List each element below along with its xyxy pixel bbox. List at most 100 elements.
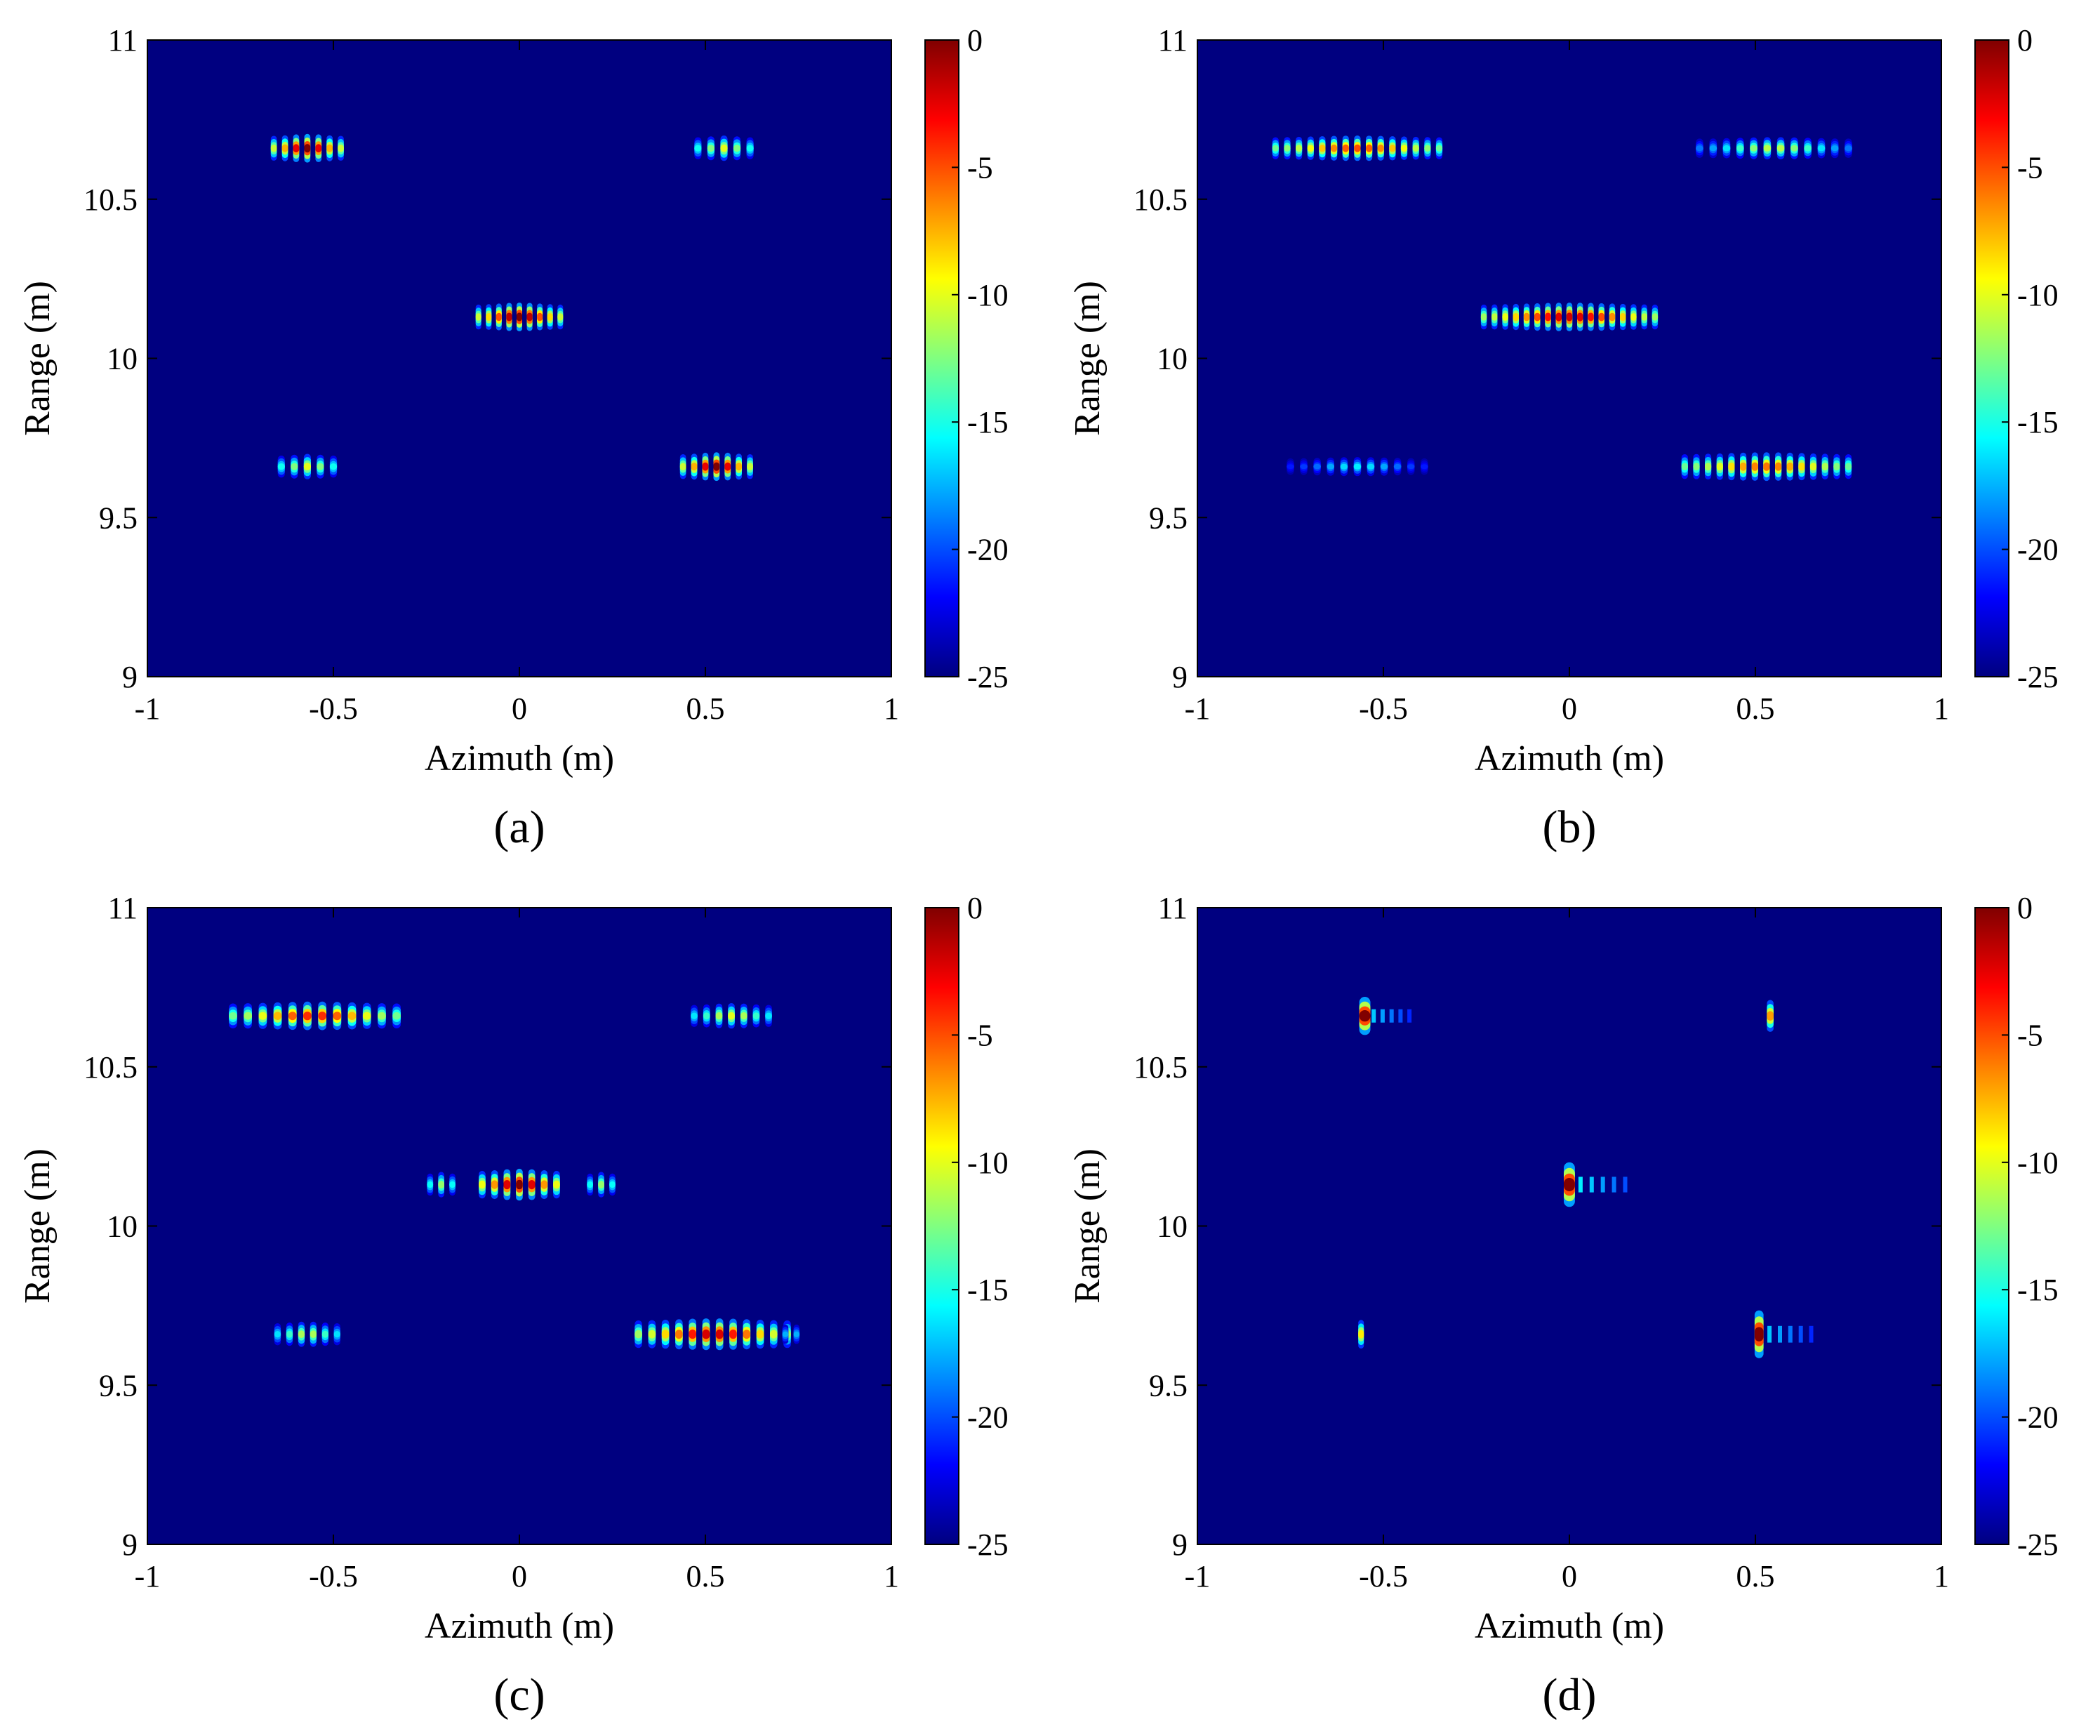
- y-tick-label: 11: [108, 23, 138, 58]
- target-response: [691, 1003, 772, 1029]
- heatmap-cell: [1545, 312, 1551, 322]
- x-tick-label: 0: [512, 1559, 527, 1593]
- heatmap-cell: [1830, 145, 1839, 152]
- heatmap-cell: [1342, 144, 1349, 152]
- target-response: [1358, 1320, 1364, 1349]
- heatmap-cell: [1775, 462, 1782, 471]
- colorbar-tick-label: -20: [2017, 533, 2059, 567]
- heatmap-cell: [1798, 1325, 1803, 1343]
- heatmap-cell: [516, 1179, 523, 1190]
- heatmap-cell: [333, 1331, 340, 1338]
- heatmap-cell: [1327, 463, 1334, 470]
- heatmap-cell: [281, 144, 288, 152]
- heatmap-cell: [1435, 145, 1443, 152]
- y-tick-label: 10.5: [1134, 183, 1188, 217]
- target-response: [1287, 457, 1428, 477]
- heatmap-cell: [1728, 462, 1735, 471]
- heatmap-cell: [1696, 145, 1703, 152]
- heatmap-cell: [304, 144, 311, 153]
- heatmap-cell: [333, 1012, 342, 1021]
- colorbar-tick-label: -25: [2017, 660, 2059, 694]
- heatmap-cell: [756, 1330, 764, 1339]
- heatmap-cell: [321, 1330, 328, 1338]
- x-tick-label: 0: [512, 691, 527, 726]
- heatmap-cell: [449, 1181, 456, 1188]
- y-axis-label: Range (m): [1068, 281, 1108, 436]
- heatmap-cell: [782, 1331, 789, 1337]
- heatmap-cell: [392, 1012, 401, 1020]
- x-tick-label: -1: [135, 1559, 161, 1593]
- heatmap-cell: [747, 463, 753, 470]
- heatmap-cell: [1845, 145, 1852, 152]
- heatmap-cell: [537, 312, 543, 322]
- heatmap-cell: [491, 1180, 498, 1189]
- x-tick-label: 0: [1562, 691, 1577, 726]
- heatmap-cell: [1407, 464, 1415, 470]
- heatmap-cell: [270, 144, 277, 152]
- heatmap-cell: [1652, 313, 1659, 321]
- y-tick-label: 10: [1157, 342, 1188, 376]
- heatmap-cell: [587, 1181, 593, 1188]
- heatmap-cell: [540, 1180, 548, 1189]
- heatmap-cell: [1588, 312, 1594, 322]
- heatmap-cell: [752, 1012, 760, 1020]
- heatmap-cell: [286, 1330, 293, 1338]
- heatmap-cell: [1598, 312, 1604, 322]
- heatmap-cell: [517, 312, 522, 322]
- plot-area: [147, 40, 891, 677]
- heatmap-cell: [702, 1329, 710, 1339]
- panel-label: (a): [493, 802, 545, 853]
- y-tick-label: 10: [107, 1210, 138, 1244]
- heatmap-cell: [326, 144, 333, 152]
- colorbar-tick-label: -10: [967, 1146, 1009, 1180]
- heatmap-cell: [291, 463, 298, 470]
- heatmap-cell: [1833, 463, 1840, 471]
- heatmap-cell: [770, 1330, 778, 1339]
- colorbar-tick-label: -15: [967, 1273, 1009, 1307]
- target-response: [1767, 1000, 1774, 1032]
- heatmap-cell: [1736, 145, 1744, 152]
- heatmap-cell: [347, 1012, 357, 1020]
- heatmap-cell: [318, 1012, 326, 1021]
- heatmap-cell: [317, 463, 324, 470]
- target-response: [479, 1168, 560, 1201]
- heatmap-cell: [1716, 463, 1723, 471]
- heatmap-cell: [743, 1330, 751, 1339]
- heatmap-cell: [707, 145, 715, 152]
- heatmap-cell: [1424, 145, 1431, 152]
- heatmap-cell: [691, 1012, 698, 1019]
- heatmap-cell: [1272, 145, 1279, 152]
- y-tick-label: 10.5: [84, 183, 138, 217]
- heatmap-cell: [1393, 463, 1402, 470]
- heatmap-cell: [1389, 145, 1396, 152]
- x-tick-label: 0: [1562, 1559, 1577, 1593]
- heatmap-cell: [740, 1012, 747, 1020]
- heatmap-cell: [303, 1012, 312, 1021]
- heatmap-cell: [486, 313, 492, 321]
- heatmap-cell: [1763, 145, 1772, 152]
- heatmap-cell: [1623, 1177, 1628, 1193]
- heatmap-cell: [1491, 313, 1498, 321]
- heatmap-cell: [479, 1180, 486, 1189]
- heatmap-cell: [229, 1012, 237, 1020]
- heatmap-cell: [338, 144, 344, 152]
- heatmap-cell: [1776, 145, 1785, 152]
- x-tick-label: -0.5: [309, 691, 358, 726]
- y-tick-label: 9: [1172, 660, 1188, 694]
- target-response: [274, 1321, 340, 1347]
- target-response: [277, 453, 338, 479]
- colorbar-tick-label: -15: [2017, 1273, 2059, 1307]
- heatmap-cell: [329, 463, 338, 470]
- heatmap-cell: [1821, 463, 1828, 471]
- colorbar-tick-label: -20: [967, 533, 1009, 567]
- colorbar-tick-label: -15: [967, 405, 1009, 439]
- y-tick-label: 11: [108, 891, 138, 925]
- x-tick-label: 0.5: [1736, 691, 1775, 726]
- heatmap-cell: [1300, 464, 1308, 470]
- heatmap-cell: [703, 1012, 710, 1020]
- subplot-b: -1 -0.5 0 0.5 1 9 9.5 10 10.5 11 Azimuth (m) Range …: [1068, 23, 2059, 853]
- y-tick-label: 10: [107, 342, 138, 376]
- heatmap-cell: [1380, 1009, 1385, 1023]
- heatmap-cell: [362, 1012, 371, 1020]
- heatmap-cell: [1307, 145, 1314, 152]
